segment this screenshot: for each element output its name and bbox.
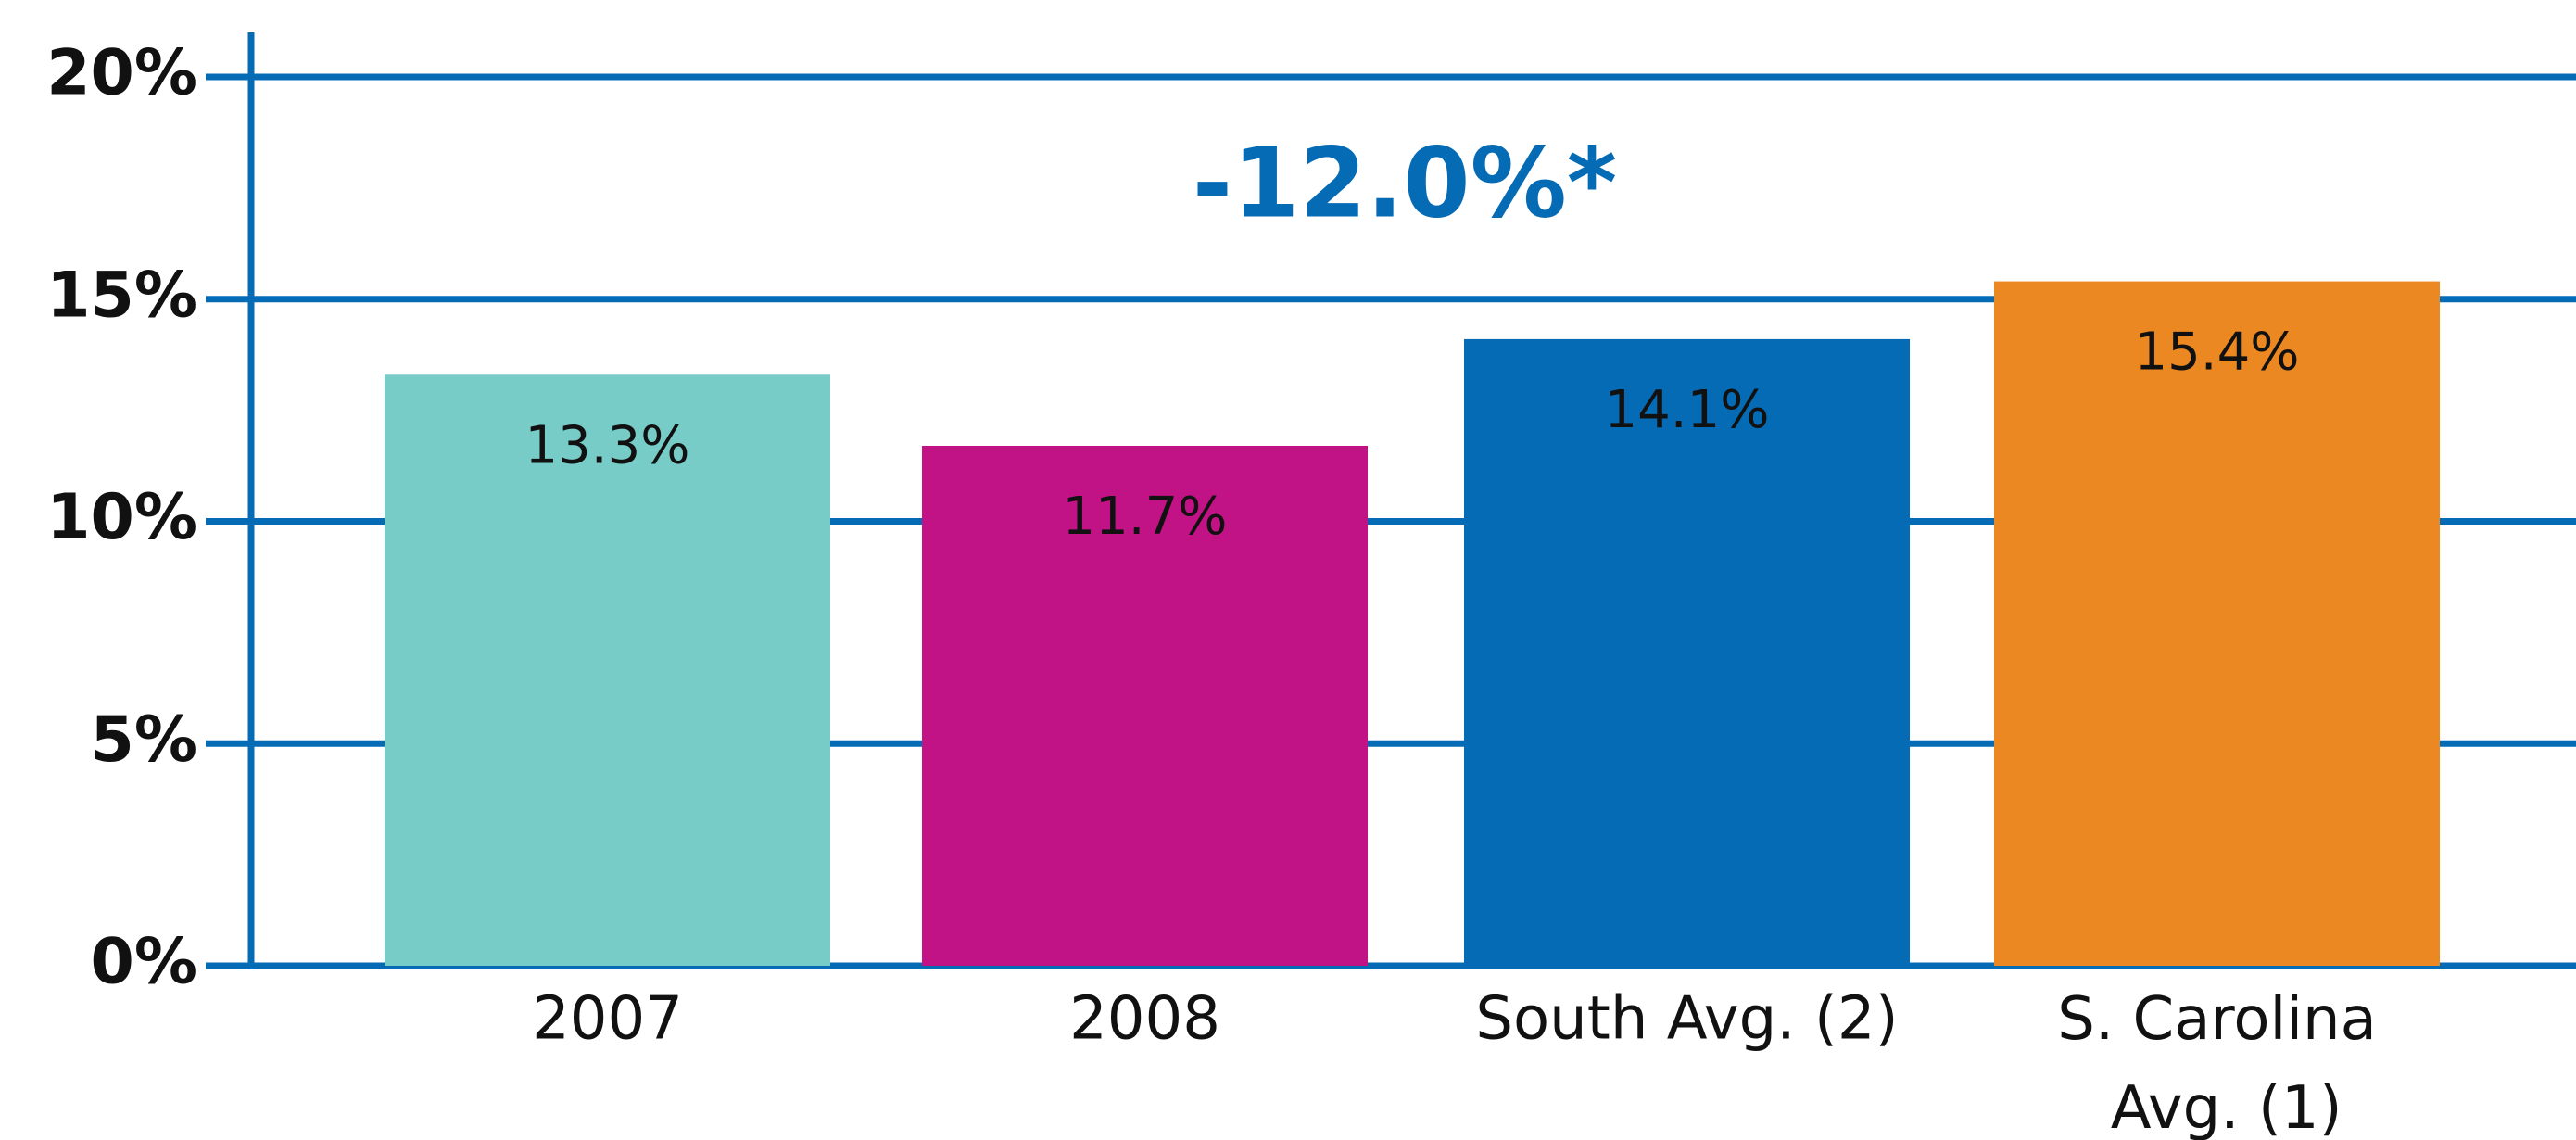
bar (1994, 281, 2440, 966)
x-tick-label: S. Carolina Avg. (1) (2057, 985, 2377, 1140)
y-tick-label: 10% (46, 481, 197, 554)
y-tick-label: 0% (91, 926, 197, 999)
bar (922, 445, 1368, 966)
x-tick-label: 2008 (1069, 985, 1220, 1054)
annotation: -12.0%* (1193, 126, 1617, 239)
bar (385, 374, 830, 966)
value-label: 14.1% (1605, 380, 1770, 440)
value-label: 15.4% (2135, 323, 2300, 383)
y-tick-label: 5% (91, 703, 197, 777)
x-tick-label: 2007 (532, 985, 683, 1054)
y-tick-label: 20% (46, 37, 197, 110)
value-label: 13.3% (525, 415, 690, 475)
x-tick-label: South Avg. (2) (1475, 985, 1898, 1054)
bar (1464, 338, 1910, 966)
value-label: 11.7% (1063, 487, 1228, 547)
y-tick-label: 15% (46, 259, 197, 332)
